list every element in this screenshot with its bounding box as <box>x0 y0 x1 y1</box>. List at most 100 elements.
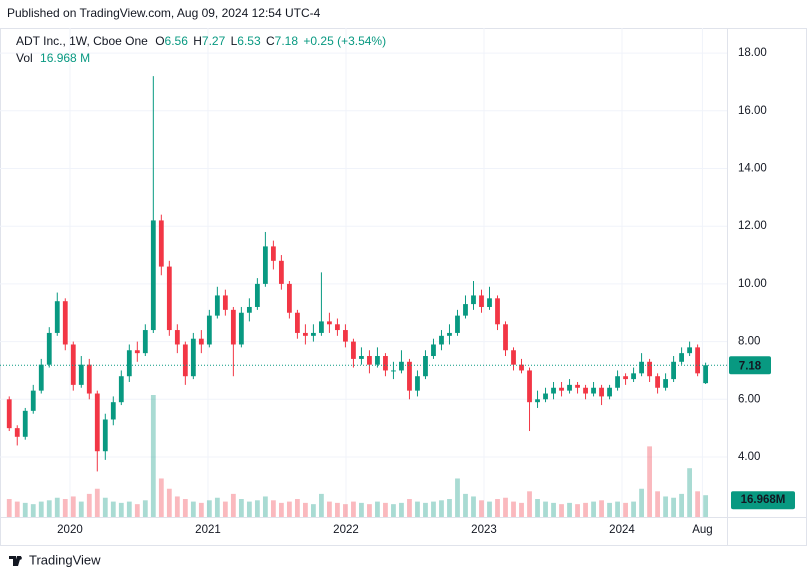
candle-body <box>567 384 572 391</box>
y-tick-label: 14.00 <box>738 163 767 175</box>
volume-badge <box>731 491 795 510</box>
volume-bar <box>134 504 140 517</box>
published-note: Published on TradingView.com, Aug 09, 20… <box>7 6 321 20</box>
x-tick-label: 2023 <box>471 524 497 536</box>
candle-body <box>591 387 596 394</box>
volume-bar <box>367 504 372 517</box>
candle-body <box>335 324 340 331</box>
candle-body <box>150 220 156 331</box>
candle-body <box>439 335 444 345</box>
volume-bar <box>254 500 260 517</box>
candle-body <box>583 387 588 394</box>
candle-body <box>118 376 124 403</box>
candle-body <box>631 373 636 380</box>
candle-body <box>471 295 476 305</box>
ohlc-label: C <box>266 34 275 48</box>
volume-bar <box>647 446 652 517</box>
volume-bar <box>439 500 444 517</box>
volume-bar <box>46 500 52 517</box>
volume-bar <box>14 501 20 517</box>
ohlc-label: H <box>193 34 202 48</box>
volume-bar <box>519 502 524 517</box>
volume-bar <box>6 499 12 517</box>
volume-bar <box>158 478 164 517</box>
candle-body <box>503 324 508 351</box>
volume-bar <box>607 502 612 517</box>
volume-bar <box>38 501 44 517</box>
candle-body <box>22 410 28 437</box>
volume-bars <box>6 395 709 517</box>
candle-body <box>14 428 20 437</box>
volume-bar <box>238 499 244 517</box>
candle-body <box>559 387 564 391</box>
volume-bar <box>543 501 548 517</box>
volume-bar <box>535 499 540 517</box>
volume-bar <box>559 504 564 517</box>
volume-bar <box>455 478 460 517</box>
candle-body <box>415 376 420 391</box>
volume-bar <box>214 497 220 517</box>
candle-body <box>86 364 92 394</box>
volume-bar <box>359 502 364 517</box>
volume-bar <box>679 493 684 517</box>
volume-bar <box>110 501 116 517</box>
candle-body <box>455 315 460 333</box>
volume-bar <box>575 504 580 517</box>
logo-dot <box>18 556 22 560</box>
volume-bar <box>198 502 204 517</box>
candle-body <box>551 387 556 394</box>
candle-body <box>134 350 140 354</box>
volume-bar <box>286 501 292 517</box>
candle-body <box>302 332 308 336</box>
candle-body <box>70 344 76 385</box>
volume-bar <box>102 497 108 517</box>
volume-bar <box>150 395 156 517</box>
brand-name: TradingView <box>29 552 101 567</box>
candle-body <box>206 315 212 345</box>
logo-mark <box>9 556 21 566</box>
x-tick-label: 2021 <box>195 524 221 536</box>
candle-body <box>38 364 44 391</box>
volume-value: 16.968 M <box>40 51 90 65</box>
candle-body <box>495 298 500 325</box>
volume-bar <box>463 493 468 517</box>
candle-body <box>431 344 436 357</box>
y-tick-label: 4.00 <box>738 451 760 463</box>
volume-bar <box>591 501 596 517</box>
ohlc-value: 7.27 <box>202 34 226 48</box>
overlay <box>0 356 795 510</box>
x-tick-label: 2020 <box>57 524 83 536</box>
volume-bar <box>599 500 604 517</box>
candle-body <box>278 260 284 284</box>
candle-body <box>519 364 524 371</box>
y-tick-label: 16.00 <box>738 105 767 117</box>
volume-bar <box>423 502 428 517</box>
candle-body <box>359 356 364 359</box>
candle-body <box>647 361 652 377</box>
volume-bar <box>22 502 28 517</box>
candle-body <box>46 332 52 365</box>
candle-body <box>343 330 348 342</box>
volume-bar <box>495 499 500 517</box>
volume-bar <box>671 497 676 517</box>
volume-bar <box>383 502 388 517</box>
volume-bar <box>142 500 148 517</box>
candle-body <box>222 295 228 310</box>
y-tick-label: 8.00 <box>738 336 760 348</box>
ohlc-value: 6.56 <box>165 34 189 48</box>
volume-bar <box>70 496 76 517</box>
candle-body <box>423 356 428 377</box>
volume-bar <box>655 491 660 517</box>
volume-bar <box>62 499 68 517</box>
volume-bar <box>302 502 308 517</box>
candle-body <box>679 353 684 362</box>
candle-body <box>54 301 60 333</box>
volume-title: Vol <box>16 51 33 65</box>
volume-badge-label: 16.968M <box>741 494 786 506</box>
candle-body <box>535 399 540 403</box>
volume-bar <box>391 504 396 517</box>
candle-body <box>607 387 612 397</box>
volume-bar <box>527 491 532 517</box>
candle-body <box>463 304 468 316</box>
